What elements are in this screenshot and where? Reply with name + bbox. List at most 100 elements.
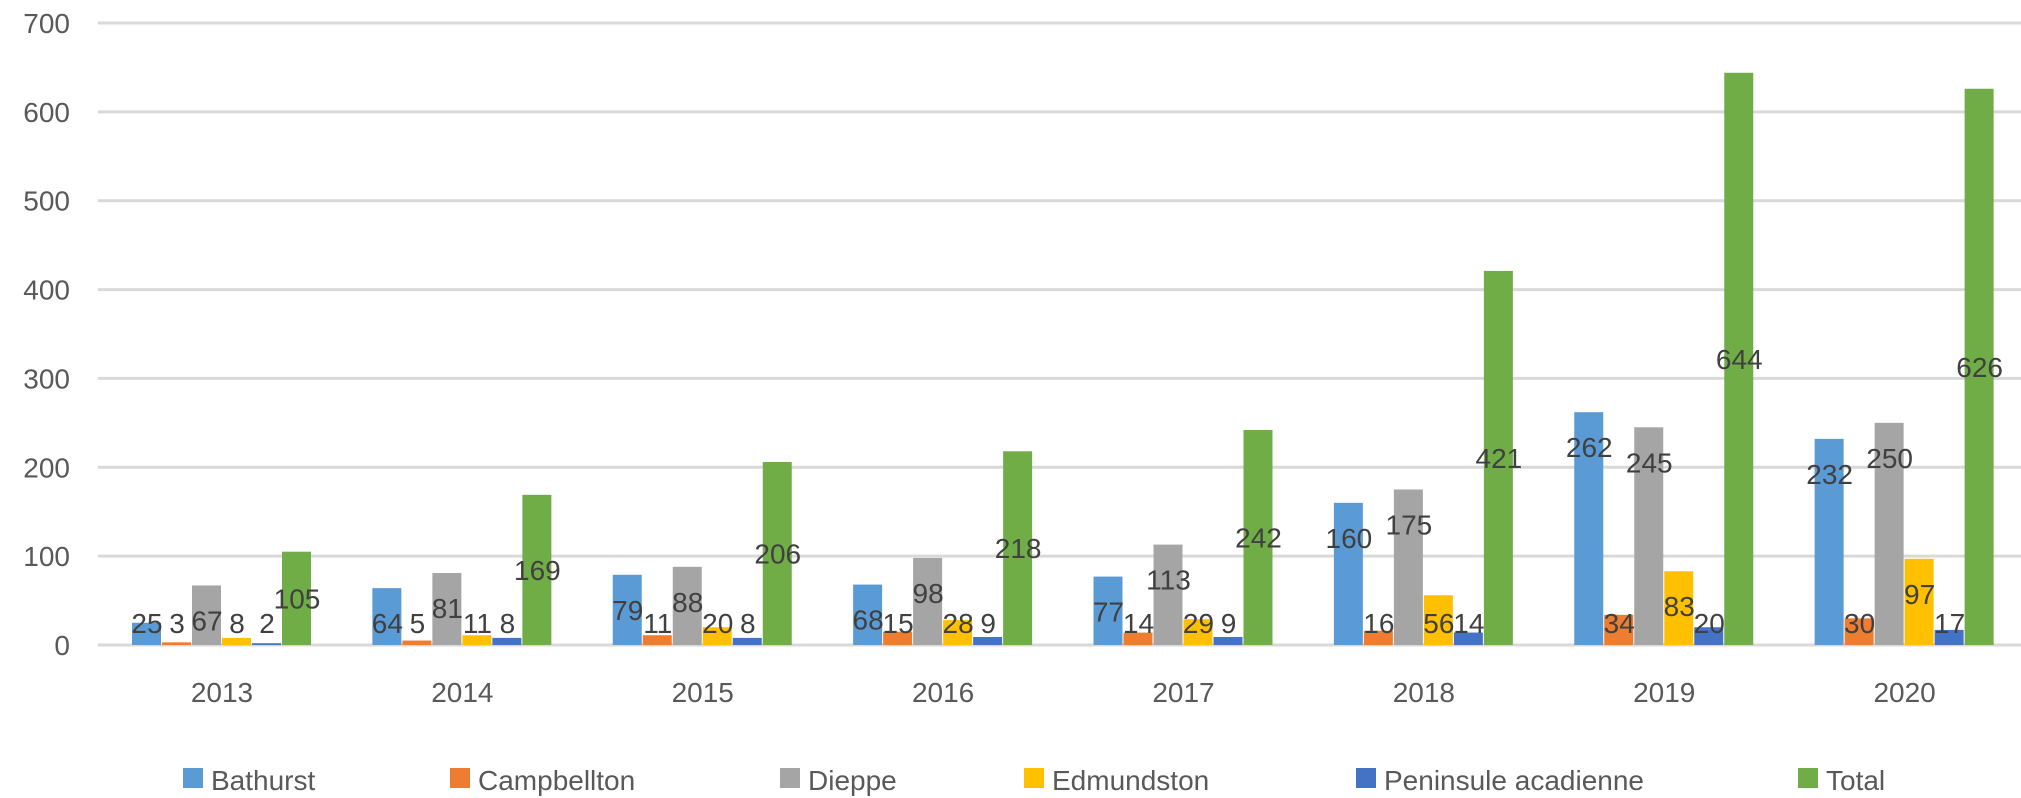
y-tick-label: 400 [23, 275, 70, 306]
data-label-campbellton-2013: 3 [169, 608, 185, 639]
bar-campbellton-2018 [1363, 630, 1393, 645]
data-label-bathurst-2015: 79 [612, 595, 643, 626]
bar-bathurst-2013 [132, 622, 161, 645]
data-label-total-2017: 242 [1235, 522, 1282, 553]
x-tick-label: 2013 [191, 677, 253, 708]
data-label-total-2013: 105 [274, 583, 321, 614]
data-label-dieppe-2013: 67 [191, 605, 222, 636]
bar-peninsule-acadienne-2020 [1934, 629, 1964, 645]
y-tick-label: 300 [23, 363, 70, 394]
bar-peninsule-acadienne-2018 [1453, 632, 1483, 645]
legend-item-dieppe: Dieppe [780, 765, 897, 796]
legend-label: Edmundston [1052, 765, 1209, 796]
bar-total-2020 [1964, 88, 1994, 646]
bar-campbellton-2019 [1604, 614, 1634, 645]
bar-bathurst-2018 [1333, 502, 1363, 645]
legend-item-total: Total [1798, 765, 1885, 796]
data-label-total-2016: 218 [995, 533, 1042, 564]
bar-peninsule-acadienne-2017 [1213, 637, 1243, 645]
y-tick-label: 700 [23, 8, 70, 39]
bar-campbellton-2014 [402, 640, 432, 645]
bar-edmundston-2018 [1423, 595, 1453, 645]
bar-peninsule-acadienne-2016 [973, 637, 1003, 645]
data-label-dieppe-2015: 88 [672, 587, 703, 618]
bar-bathurst-2014 [372, 588, 402, 645]
legend-item-peninsule-acadienne: Peninsule acadienne [1356, 765, 1644, 796]
data-label-dieppe-2018: 175 [1386, 510, 1433, 541]
x-tick-label: 2015 [672, 677, 734, 708]
bar-total-2018 [1483, 270, 1513, 645]
data-label-peninsule-acadienne-2013: 2 [259, 608, 275, 639]
legend-label: Dieppe [808, 765, 897, 796]
data-label-edmundston-2016: 28 [943, 608, 974, 639]
legend-item-bathurst: Bathurst [183, 765, 315, 796]
data-label-total-2020: 626 [1956, 352, 2003, 383]
data-label-campbellton-2014: 5 [410, 608, 426, 639]
bar-peninsule-acadienne-2019 [1694, 627, 1724, 645]
data-label-edmundston-2018: 56 [1423, 608, 1454, 639]
bar-dieppe-2013 [192, 585, 221, 645]
data-label-dieppe-2014: 81 [432, 593, 463, 624]
y-tick-label: 600 [23, 97, 70, 128]
bar-dieppe-2015 [672, 566, 702, 645]
data-label-bathurst-2020: 232 [1806, 459, 1853, 490]
bar-dieppe-2016 [913, 557, 943, 645]
legend-swatch [183, 768, 203, 788]
legend-swatch [450, 768, 470, 788]
data-label-peninsule-acadienne-2015: 8 [740, 608, 756, 639]
data-label-edmundston-2017: 29 [1183, 608, 1214, 639]
data-label-campbellton-2018: 16 [1363, 608, 1394, 639]
bar-peninsule-acadienne-2013 [252, 643, 281, 645]
data-label-peninsule-acadienne-2017: 9 [1221, 608, 1237, 639]
data-label-peninsule-acadienne-2016: 9 [980, 608, 996, 639]
data-label-campbellton-2016: 15 [883, 608, 914, 639]
data-label-edmundston-2013: 8 [229, 608, 245, 639]
bar-total-2019 [1724, 72, 1754, 645]
data-label-bathurst-2018: 160 [1326, 523, 1373, 554]
legend-swatch [780, 768, 800, 788]
data-label-dieppe-2016: 98 [913, 578, 944, 609]
legend-item-campbellton: Campbellton [450, 765, 635, 796]
x-tick-label: 2019 [1633, 677, 1695, 708]
grid-lines [98, 21, 2021, 647]
bars [132, 72, 1994, 646]
data-label-dieppe-2020: 250 [1866, 443, 1913, 474]
x-tick-label: 2018 [1393, 677, 1455, 708]
data-label-bathurst-2014: 64 [372, 608, 403, 639]
legend-swatch [1024, 768, 1044, 788]
bar-campbellton-2020 [1844, 618, 1874, 645]
data-label-total-2018: 421 [1476, 443, 1523, 474]
bar-campbellton-2013 [162, 642, 191, 645]
bar-dieppe-2019 [1634, 427, 1664, 645]
data-label-campbellton-2017: 14 [1123, 608, 1154, 639]
bar-edmundston-2016 [943, 620, 973, 645]
bar-peninsule-acadienne-2014 [492, 637, 522, 645]
bar-bathurst-2019 [1574, 412, 1604, 645]
data-label-edmundston-2019: 83 [1664, 591, 1695, 622]
bar-campbellton-2017 [1123, 632, 1153, 645]
bar-dieppe-2014 [432, 573, 462, 645]
data-label-bathurst-2016: 68 [853, 605, 884, 636]
bar-campbellton-2015 [642, 635, 672, 645]
bar-bathurst-2020 [1814, 438, 1844, 645]
bar-dieppe-2018 [1393, 489, 1423, 645]
y-tick-label: 200 [23, 452, 70, 483]
bar-edmundston-2020 [1904, 558, 1934, 645]
bar-edmundston-2017 [1183, 619, 1213, 645]
data-label-bathurst-2019: 262 [1566, 432, 1613, 463]
data-label-total-2015: 206 [754, 538, 801, 569]
bar-edmundston-2014 [462, 635, 492, 645]
data-label-campbellton-2019: 34 [1604, 608, 1635, 639]
y-axis: 0 100 200 300 400 500 600 700 [23, 8, 70, 661]
data-label-edmundston-2015: 20 [702, 608, 733, 639]
data-label-peninsule-acadienne-2014: 8 [500, 608, 516, 639]
legend-swatch [1798, 768, 1818, 788]
x-axis: 2013 2014 2015 2016 2017 2018 2019 2020 [191, 677, 1936, 708]
data-label-total-2019: 644 [1716, 344, 1763, 375]
bar-dieppe-2017 [1153, 544, 1183, 645]
y-tick-label: 100 [23, 541, 70, 572]
x-tick-label: 2020 [1873, 677, 1935, 708]
data-label-peninsule-acadienne-2020: 17 [1934, 608, 1965, 639]
legend-label: Campbellton [478, 765, 635, 796]
x-tick-label: 2014 [431, 677, 493, 708]
